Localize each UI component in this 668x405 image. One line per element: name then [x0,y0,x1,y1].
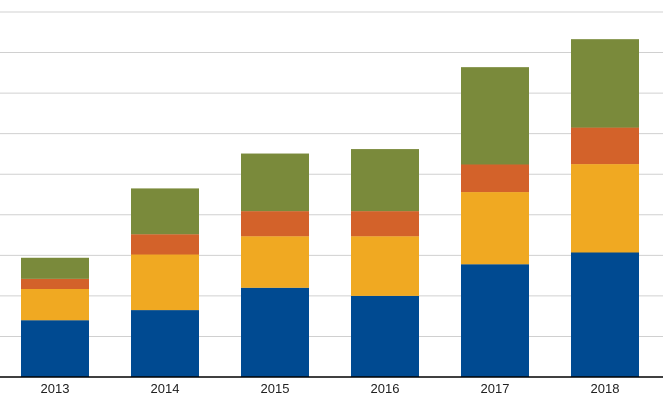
bar-segment [461,67,529,165]
bar-segment [21,278,89,289]
bar-segment [241,287,309,377]
bar-segment [571,127,639,165]
bar-segment [241,153,309,212]
bar-segment [571,39,639,128]
bar-segment [351,236,419,296]
x-tick-label: 2017 [481,381,510,396]
x-tick-label: 2018 [591,381,620,396]
bar-segment [131,234,199,255]
bar-segment [21,257,89,279]
bar-segment [571,252,639,377]
x-axis-tick-labels: 2013 2014 2015 2016 2017 2018 [41,381,620,396]
x-tick-label: 2015 [261,381,290,396]
bar-segment [21,320,89,377]
gridlines [0,11,663,337]
bar-segment [131,254,199,311]
bar-segment [351,295,419,377]
x-tick-label: 2016 [371,381,400,396]
bar-segment [351,149,419,212]
bar-segment [461,164,529,193]
bar-stacks [21,39,639,377]
bar-segment [21,288,89,321]
bar-segment [351,211,419,237]
bar-segment [461,192,529,265]
x-tick-label: 2014 [151,381,180,396]
bar-segment [131,188,199,235]
bar-segment [461,264,529,377]
bar-segment [241,211,309,237]
x-tick-label: 2013 [41,381,70,396]
bar-segment [131,310,199,377]
bar-segment [241,236,309,288]
bar-segment [571,164,639,253]
